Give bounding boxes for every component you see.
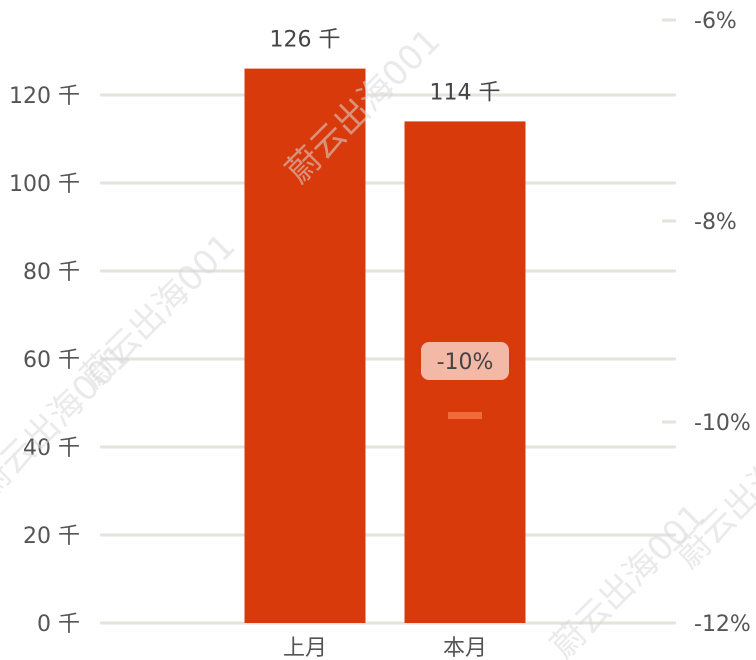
- y-tick-label: 80 千: [23, 260, 80, 285]
- gridlines: [100, 93, 676, 625]
- y-axis-left: 0 千 20 千 40 千 60 千 80 千 100 千 120 千: [9, 84, 80, 637]
- y-tick-label: 40 千: [23, 436, 80, 461]
- y-tick-label: 0 千: [37, 612, 80, 637]
- bar-1: [244, 68, 366, 624]
- change-badge-label: -10%: [437, 350, 494, 375]
- data-labels: 126 千 114 千: [270, 28, 501, 106]
- watermark-text: 蔚云出海001: [543, 496, 713, 660]
- y-tick-label: 20 千: [23, 524, 80, 549]
- x-tick-label: 本月: [443, 636, 487, 660]
- y-tick-label: 120 千: [9, 84, 80, 109]
- data-label: 114 千: [430, 80, 501, 105]
- x-axis: 上月 本月: [283, 636, 487, 660]
- y-tick-label: 60 千: [23, 348, 80, 373]
- change-marker: [448, 412, 482, 419]
- right-tick-label: -12%: [694, 612, 751, 637]
- y-axis-right: -6% -8% -10% -12%: [662, 9, 751, 637]
- right-tick-label: -10%: [694, 411, 751, 436]
- right-tick-label: -6%: [694, 9, 737, 34]
- right-tick-label: -8%: [694, 210, 737, 235]
- y-tick-label: 100 千: [9, 172, 80, 197]
- data-label: 126 千: [270, 28, 341, 53]
- change-badge: [421, 342, 509, 380]
- change-indicator: -10%: [421, 342, 509, 419]
- x-tick-label: 上月: [283, 636, 327, 660]
